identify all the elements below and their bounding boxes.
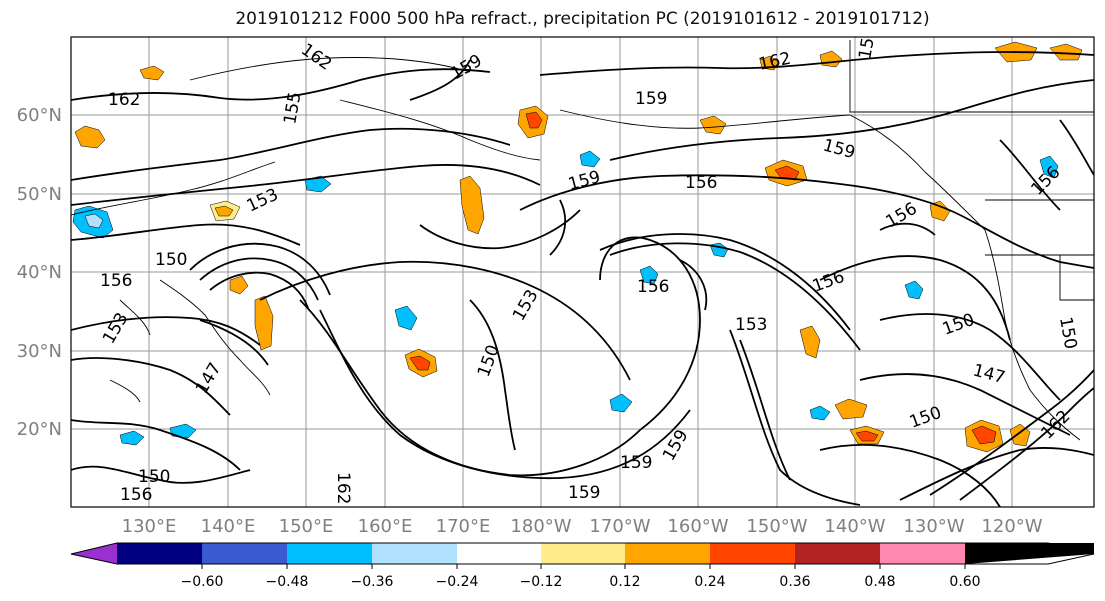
contour-label: 150 (155, 250, 187, 270)
lon-label: 170°E (436, 516, 491, 537)
lon-label: 130°W (903, 516, 964, 537)
lon-label: 160°E (358, 516, 413, 537)
lat-label: 50°N (17, 184, 62, 205)
lon-label: 140°W (824, 516, 885, 537)
colorbar-bin (880, 543, 965, 564)
colorbar-tick-label: 0.60 (949, 574, 980, 590)
contour-label: 153 (735, 315, 767, 335)
lon-label: 150°W (746, 516, 807, 537)
colorbar-bin (202, 543, 287, 564)
colorbar-tick-label: −0.24 (436, 574, 479, 590)
lat-label: 20°N (17, 419, 62, 440)
lat-label: 40°N (17, 262, 62, 283)
map-title: 2019101212 F000 500 hPa refract., precip… (235, 9, 930, 29)
colorbar-extend-max (965, 543, 1094, 564)
longitude-labels: 130°E 140°E 150°E 160°E 170°E 180°W 170°… (122, 516, 1043, 537)
colorbar-tick-label: 0.36 (779, 574, 810, 590)
lon-label: 130°E (122, 516, 177, 537)
colorbar-tick-label: −0.48 (266, 574, 309, 590)
lon-label: 120°W (981, 516, 1042, 537)
contour-label: 156 (100, 271, 132, 291)
contour-label: 162 (333, 472, 353, 504)
contour-label: 159 (855, 25, 880, 60)
contour-label: 162 (108, 90, 140, 110)
colorbar-tick-label: −0.60 (181, 574, 224, 590)
colorbar-bin (710, 543, 795, 564)
colorbar-tick-label: 0.12 (609, 574, 640, 590)
colorbar: −0.60 −0.48 −0.36 −0.24 −0.12 0.12 0.24 … (70, 542, 1095, 590)
contour-label: 159 (635, 89, 667, 109)
contour-labels: 162 162 159 162 159 159 155 159 156 159 … (99, 25, 1080, 505)
contour-label: 156 (637, 277, 669, 297)
colorbar-bin (287, 543, 372, 564)
map-panel: 162 162 159 162 159 159 155 159 156 159 … (71, 25, 1094, 507)
colorbar-tick-label: 0.48 (864, 574, 895, 590)
colorbar-outline (70, 542, 1095, 565)
colorbar-bin (541, 543, 625, 564)
colorbar-tick-label: −0.36 (351, 574, 394, 590)
colorbar-tick-label: 0.24 (694, 574, 725, 590)
contour-label: 150 (138, 467, 170, 487)
colorbar-bin (372, 543, 457, 564)
lon-label: 170°W (589, 516, 650, 537)
colorbar-bin (625, 543, 710, 564)
colorbar-bin (117, 543, 202, 564)
lon-label: 140°E (201, 516, 256, 537)
contour-label: 159 (568, 483, 600, 503)
latitude-labels: 60°N 50°N 40°N 30°N 20°N (17, 105, 62, 440)
colorbar-bin (457, 543, 541, 564)
map-border (70, 36, 1095, 508)
colorbar-tick-label: −0.12 (520, 574, 563, 590)
lat-label: 60°N (17, 105, 62, 126)
refractivity-contours (71, 51, 1094, 507)
contour-label: 159 (620, 453, 652, 473)
lat-label: 30°N (17, 341, 62, 362)
colorbar-bin (795, 543, 880, 564)
lon-label: 150°E (279, 516, 334, 537)
lon-label: 180°W (510, 516, 571, 537)
contour-label: 156 (120, 485, 152, 505)
colorbar-extend-min (71, 543, 117, 564)
contour-label: 156 (685, 173, 717, 193)
lon-label: 160°W (667, 516, 728, 537)
